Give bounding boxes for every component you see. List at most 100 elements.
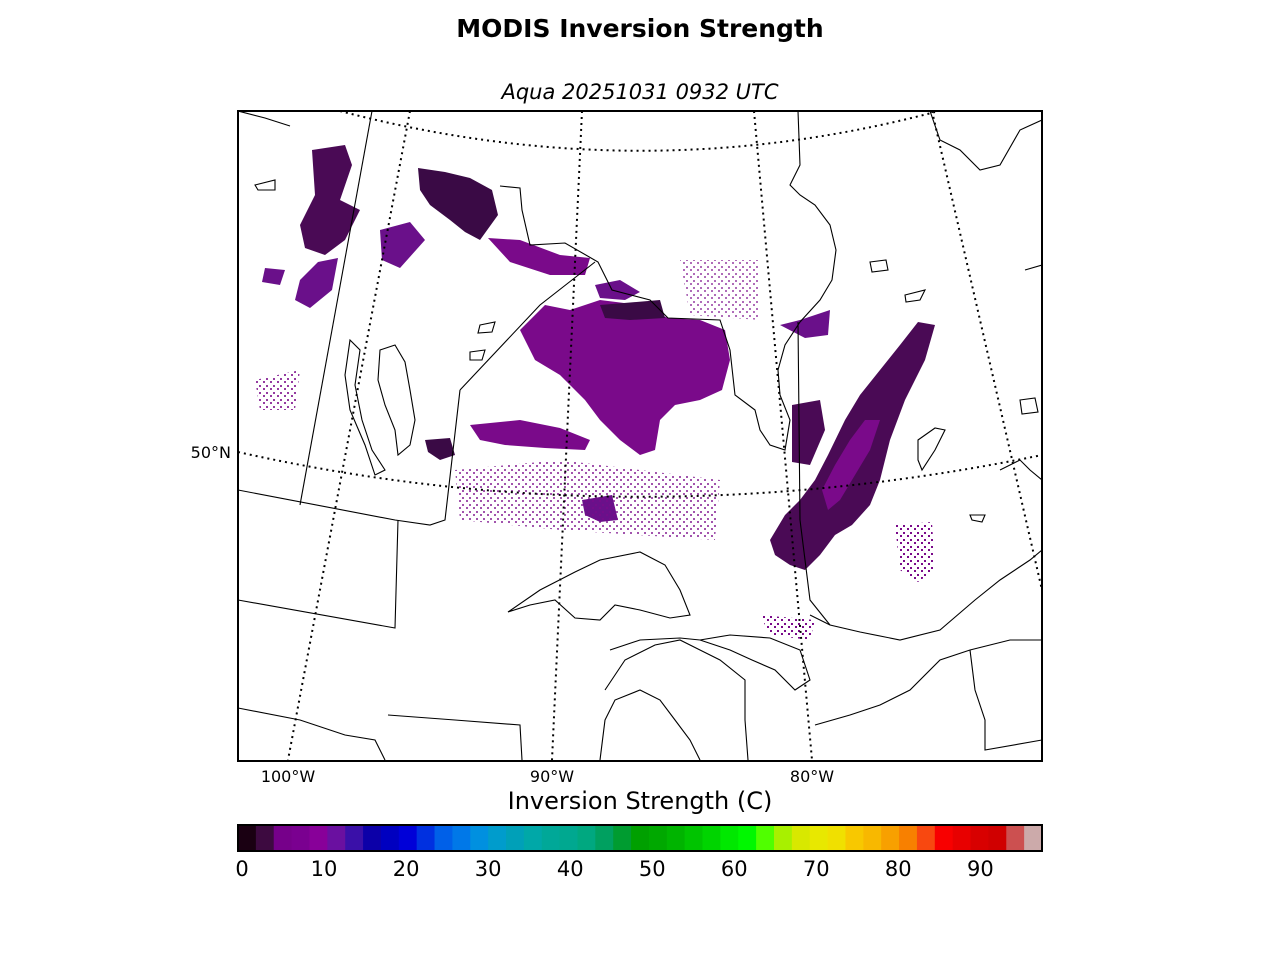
data-patch-quebec-2	[792, 400, 825, 465]
colorbar-swatch	[541, 825, 561, 851]
lon-label-100w: 100°W	[261, 767, 316, 786]
colorbar-swatch	[273, 825, 293, 851]
border-us-states-2	[387, 714, 523, 761]
data-patch-central-2	[595, 280, 640, 300]
parallel-50n	[238, 451, 1042, 498]
lat-label-50n: 50°N	[191, 443, 231, 462]
chart-subtitle: Aqua 20251031 0932 UTC	[501, 80, 779, 104]
colorbar-swatch	[398, 825, 418, 851]
meridian-90w	[551, 111, 583, 761]
colorbar	[237, 824, 1043, 852]
colorbar-swatch	[881, 825, 900, 851]
island-2	[904, 289, 927, 303]
island-4	[1019, 397, 1039, 415]
graticule	[238, 111, 1042, 761]
lon-label-80w: 80°W	[790, 767, 834, 786]
colorbar-swatch	[380, 825, 400, 851]
colorbar-swatch	[648, 825, 668, 851]
colorbar-swatch	[452, 825, 471, 851]
colorbar-swatch	[863, 825, 882, 851]
nw-coast	[238, 111, 291, 127]
colorbar-swatch	[970, 825, 989, 851]
hudson-bay-coast	[499, 111, 837, 451]
data-patch-small-2	[780, 310, 830, 338]
colorbar-swatch	[631, 825, 650, 851]
data-patch-nw-1	[300, 145, 360, 255]
colorbar-label: Inversion Strength (C)	[507, 787, 773, 815]
colorbar-ticks: 0 10 20 30 40 50 60 70 80 90	[235, 857, 993, 881]
data-patch-quebec-core	[822, 420, 880, 510]
data-patch-nw-3	[262, 268, 285, 285]
colorbar-swatch	[1024, 825, 1043, 851]
lake-erie-ontario	[814, 639, 1042, 726]
colorbar-tick-label: 70	[803, 857, 830, 881]
island-3	[969, 514, 986, 523]
colorbar-swatch	[756, 825, 775, 851]
border-us-canada	[238, 519, 399, 629]
colorbar-swatch	[559, 825, 579, 851]
colorbar-swatch	[470, 825, 489, 851]
data-patch-south	[760, 615, 815, 640]
data-patch-speckle-2	[680, 260, 760, 320]
colorbar-swatch	[595, 825, 614, 851]
lon-label-90w: 90°W	[530, 767, 574, 786]
michigan-lower	[599, 689, 701, 761]
colorbar-swatch	[488, 825, 507, 851]
colorbar-swatch	[434, 825, 453, 851]
colorbar-tick-label: 50	[639, 857, 666, 881]
colorbar-swatch	[684, 825, 704, 851]
colorbar-tick-label: 60	[721, 857, 748, 881]
colorbar-swatch	[363, 825, 382, 851]
colorbar-swatch	[238, 825, 257, 851]
colorbar-tick-label: 30	[475, 857, 502, 881]
colorbar-swatch	[523, 825, 543, 851]
data-patch-dark-sw	[425, 438, 455, 460]
meridian-100w	[287, 111, 411, 761]
colorbar-swatch	[738, 825, 757, 851]
colorbar-swatch	[291, 825, 311, 851]
st-lawrence	[809, 549, 1042, 641]
colorbar-swatch	[809, 825, 829, 851]
colorbar-tick-label: 90	[967, 857, 994, 881]
coastlines	[238, 111, 1042, 761]
colorbar-swatch	[1006, 825, 1025, 851]
data-patch-speckle-3	[255, 370, 300, 410]
ungava-coast	[929, 111, 1042, 171]
colorbar-swatch	[916, 825, 936, 851]
lake-huron	[699, 634, 811, 691]
colorbar-tick-label: 10	[311, 857, 338, 881]
data-patch-nw-2	[295, 258, 338, 308]
colorbar-tick-label: 80	[885, 857, 912, 881]
colorbar-swatch	[774, 825, 793, 851]
island-1	[869, 259, 889, 273]
colorbar-swatch	[255, 825, 275, 851]
data-patch-speckle-1	[455, 460, 720, 540]
lake-superior	[507, 551, 691, 621]
colorbar-swatch	[416, 825, 436, 851]
island-8	[917, 427, 946, 472]
colorbar-swatch	[506, 825, 525, 851]
colorbar-swatch	[899, 825, 918, 851]
border-quebec-ontario	[797, 321, 831, 626]
colorbar-tick-label: 20	[393, 857, 420, 881]
border-manitoba-saskatchewan	[299, 111, 373, 506]
island-6	[469, 349, 486, 361]
colorbar-tick-label: 40	[557, 857, 584, 881]
colorbar-swatch	[845, 825, 864, 851]
data-patch-west-strip	[470, 420, 590, 450]
data-patch-hbl-3	[488, 238, 590, 275]
colorbar-swatch	[345, 825, 364, 851]
labrador-coast	[1024, 264, 1042, 271]
island-7	[477, 321, 496, 334]
border-ontario-north	[459, 261, 596, 391]
map-area	[238, 111, 1042, 761]
lake-winnipeg	[377, 344, 416, 457]
colorbar-frame	[237, 824, 1043, 852]
colorbar-swatch	[577, 825, 596, 851]
data-patch-hbl-1	[418, 168, 498, 240]
colorbar-swatch	[720, 825, 739, 851]
colorbar-swatch	[666, 825, 686, 851]
colorbar-swatch	[934, 825, 954, 851]
inversion-data-layer	[255, 145, 935, 640]
